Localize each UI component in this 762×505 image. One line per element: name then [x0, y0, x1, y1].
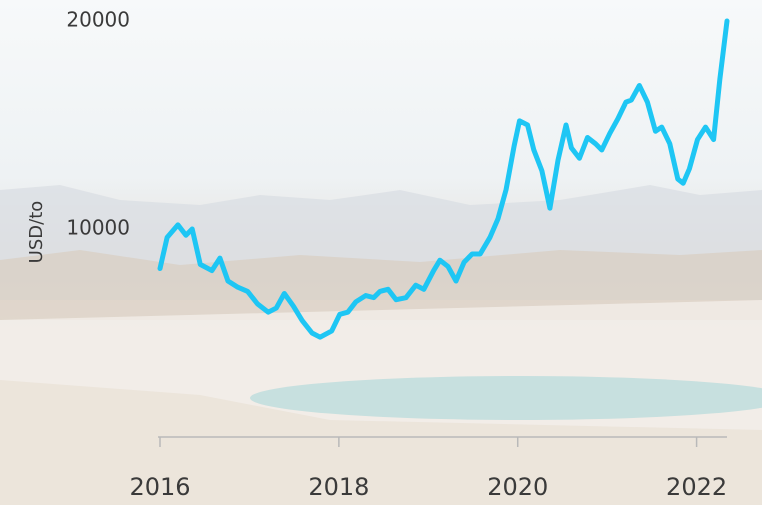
y-axis-label: USD/to [26, 201, 47, 264]
y-tick-label: 20000 [66, 8, 130, 32]
x-tick-label: 2018 [308, 473, 369, 501]
y-tick-label: 10000 [66, 216, 130, 240]
data-line [157, 18, 730, 340]
x-tick-label: 2020 [487, 473, 548, 501]
x-tick-label: 2016 [129, 473, 190, 501]
x-tick-label: 2022 [666, 473, 727, 501]
